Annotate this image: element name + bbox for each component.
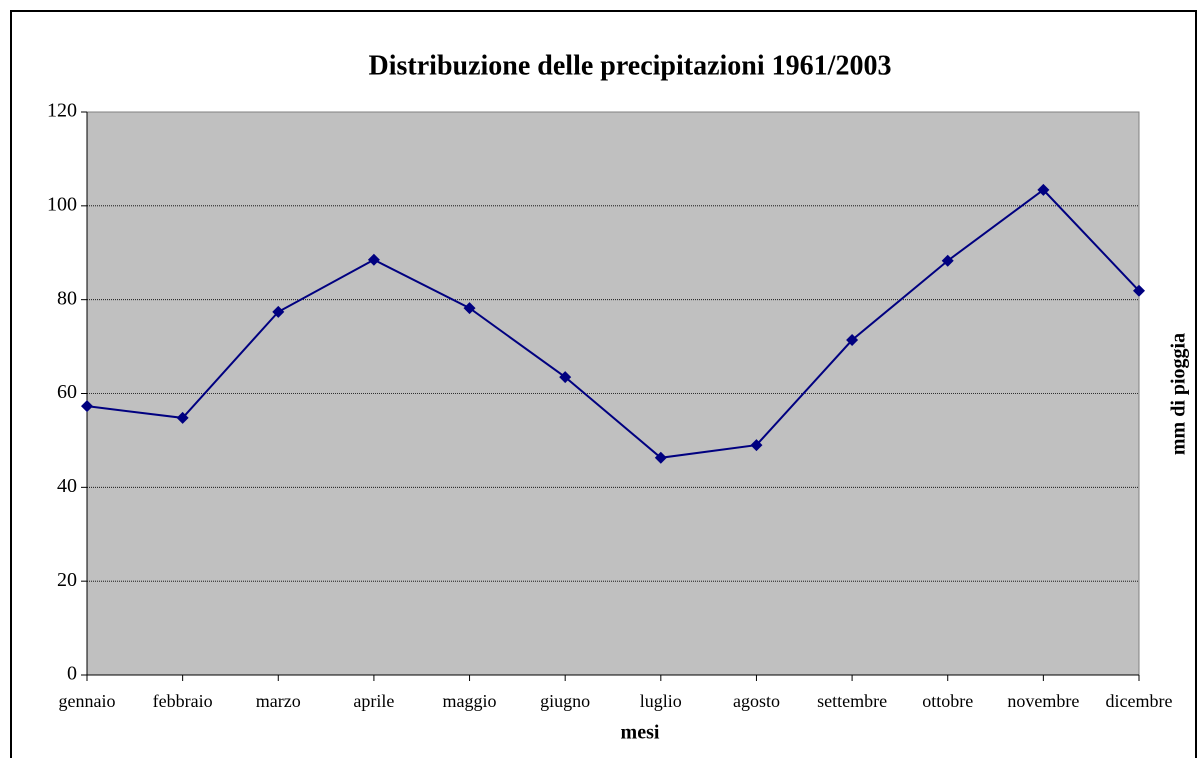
data-point: [176, 411, 189, 424]
x-tick-label: settembre: [817, 691, 887, 711]
data-point: [1133, 284, 1145, 297]
x-tick-label: novembre: [1007, 691, 1079, 711]
y-tick-label: 100: [47, 193, 77, 215]
y-tick-label: 120: [47, 100, 77, 122]
y-tick-label: 0: [67, 663, 77, 685]
y-tick-label: 40: [57, 475, 77, 497]
data-point: [846, 334, 859, 347]
x-tick-label: agosto: [733, 691, 780, 711]
x-axis-label: mesi: [621, 722, 660, 744]
x-tick-label: gennaio: [59, 691, 116, 711]
data-point: [81, 400, 93, 413]
chart-title: Distribuzione delle precipitazioni 1961/…: [369, 50, 892, 81]
data-point: [1037, 183, 1050, 196]
x-tick-label: marzo: [256, 691, 301, 711]
x-tick-label: dicembre: [1106, 691, 1173, 711]
x-tick-label: febbraio: [153, 691, 213, 711]
y-axis-label: mm di pioggia: [1168, 333, 1190, 455]
y-tick-label: 20: [57, 569, 77, 591]
data-point: [367, 253, 380, 266]
x-tick-label: luglio: [640, 691, 682, 711]
data-point: [654, 451, 667, 464]
chart-border: [10, 10, 1197, 758]
x-tick-label: maggio: [443, 691, 497, 711]
data-point: [463, 302, 476, 315]
data-point: [941, 254, 954, 267]
y-tick-label: 60: [57, 381, 77, 403]
x-tick-label: aprile: [353, 691, 394, 711]
x-tick-label: giugno: [540, 691, 590, 711]
data-point: [559, 371, 572, 384]
y-tick-label: 80: [57, 287, 77, 309]
data-point: [750, 439, 763, 452]
data-point: [272, 305, 285, 318]
x-tick-label: ottobre: [922, 691, 973, 711]
data-line: [86, 188, 1140, 459]
